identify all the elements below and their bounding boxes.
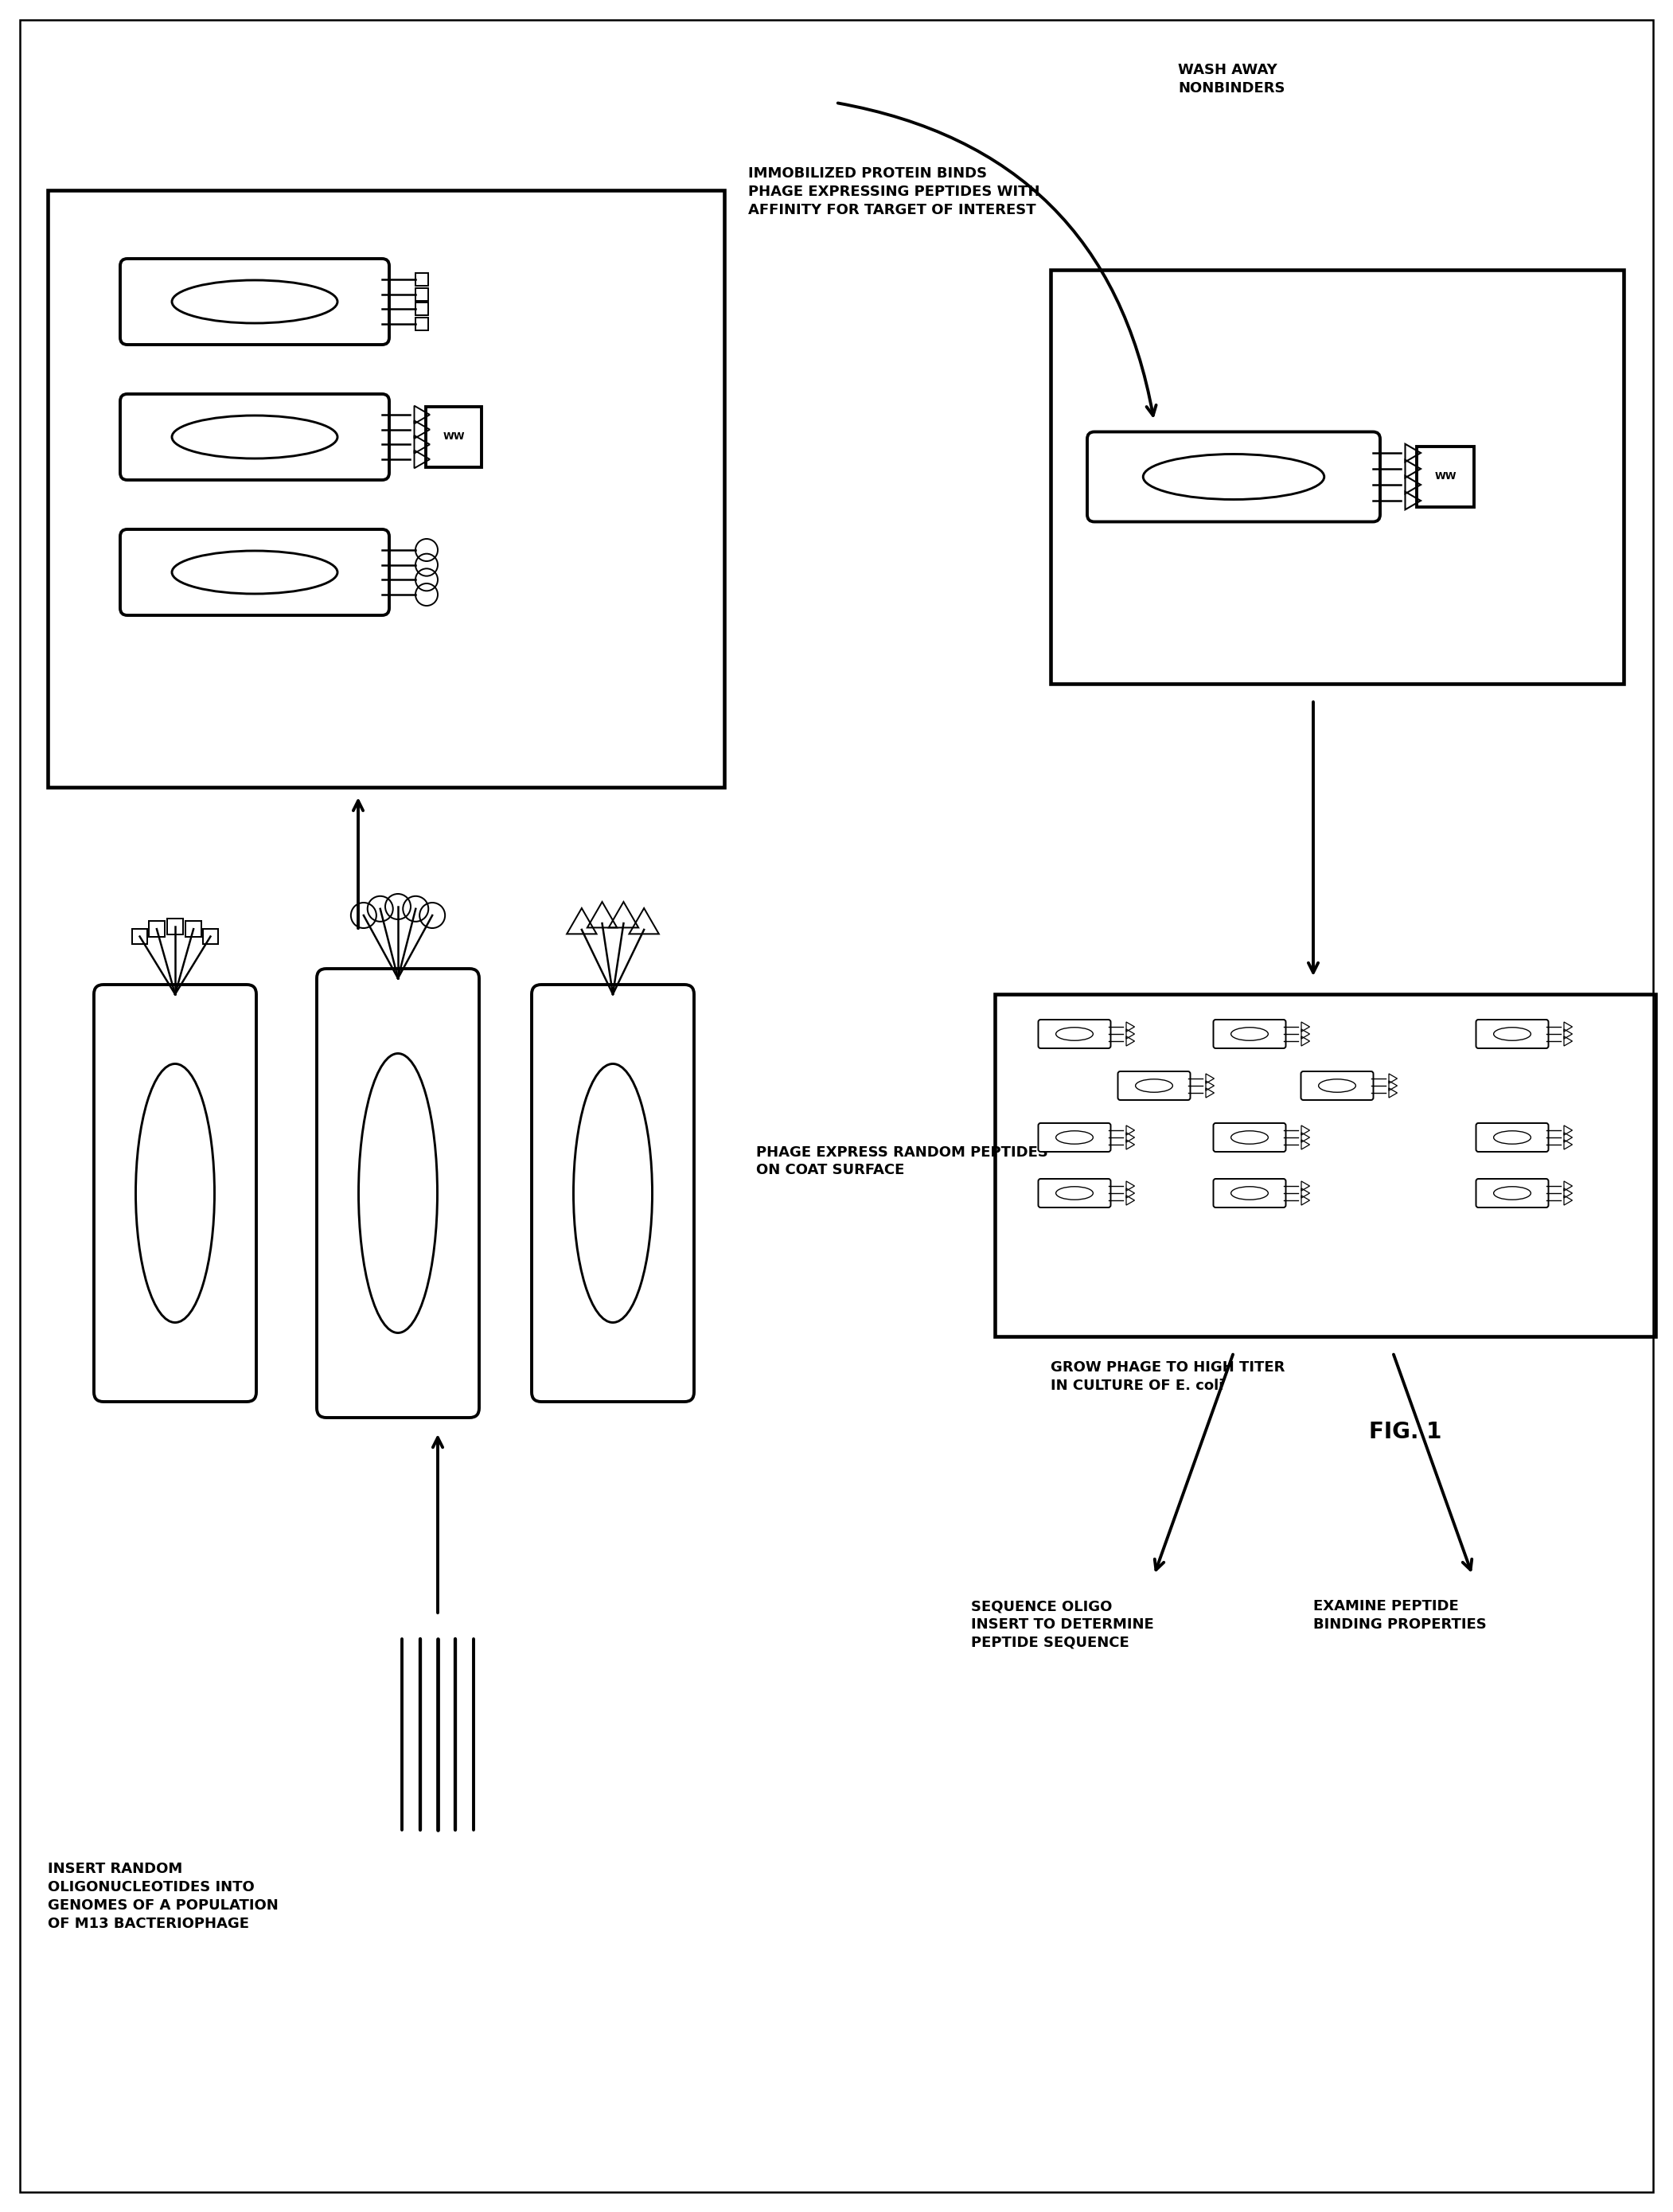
Bar — [49, 190, 724, 787]
FancyBboxPatch shape — [1213, 1124, 1287, 1152]
Ellipse shape — [1056, 1130, 1092, 1144]
Ellipse shape — [172, 416, 338, 458]
Text: GROW PHAGE TO HIGH TITER
IN CULTURE OF E. coli: GROW PHAGE TO HIGH TITER IN CULTURE OF E… — [1051, 1360, 1285, 1394]
Ellipse shape — [136, 1064, 214, 1323]
Ellipse shape — [172, 281, 338, 323]
FancyBboxPatch shape — [1302, 1071, 1374, 1099]
FancyBboxPatch shape — [1476, 1020, 1549, 1048]
Bar — [1417, 447, 1474, 507]
Ellipse shape — [1136, 1079, 1173, 1093]
FancyBboxPatch shape — [120, 529, 390, 615]
Text: PHAGE EXPRESS RANDOM PEPTIDES
ON COAT SURFACE: PHAGE EXPRESS RANDOM PEPTIDES ON COAT SU… — [756, 1146, 1047, 1177]
Text: FIG. 1: FIG. 1 — [1369, 1420, 1442, 1442]
Text: IMMOBILIZED PROTEIN BINDS
PHAGE EXPRESSING PEPTIDES WITH
AFFINITY FOR TARGET OF : IMMOBILIZED PROTEIN BINDS PHAGE EXPRESSI… — [748, 166, 1041, 217]
Ellipse shape — [1143, 453, 1325, 500]
Bar — [202, 929, 217, 945]
Text: WW: WW — [443, 431, 465, 442]
FancyBboxPatch shape — [532, 984, 694, 1402]
FancyBboxPatch shape — [120, 394, 390, 480]
Text: WASH AWAY
NONBINDERS: WASH AWAY NONBINDERS — [1178, 62, 1285, 95]
Text: INSERT RANDOM
OLIGONUCLEOTIDES INTO
GENOMES OF A POPULATION
OF M13 BACTERIOPHAGE: INSERT RANDOM OLIGONUCLEOTIDES INTO GENO… — [49, 1863, 278, 1931]
Bar — [1051, 270, 1624, 684]
Ellipse shape — [574, 1064, 652, 1323]
FancyBboxPatch shape — [1039, 1124, 1111, 1152]
Text: SEQUENCE OLIGO
INSERT TO DETERMINE
PEPTIDE SEQUENCE: SEQUENCE OLIGO INSERT TO DETERMINE PEPTI… — [970, 1599, 1154, 1650]
Ellipse shape — [1494, 1186, 1531, 1199]
FancyBboxPatch shape — [1476, 1124, 1549, 1152]
FancyBboxPatch shape — [316, 969, 478, 1418]
Bar — [415, 288, 428, 301]
Bar — [415, 272, 428, 285]
Ellipse shape — [1056, 1026, 1092, 1040]
Ellipse shape — [1494, 1026, 1531, 1040]
Bar — [149, 920, 164, 938]
Bar — [415, 303, 428, 316]
Text: EXAMINE PEPTIDE
BINDING PROPERTIES: EXAMINE PEPTIDE BINDING PROPERTIES — [1313, 1599, 1487, 1632]
FancyBboxPatch shape — [1213, 1020, 1287, 1048]
Ellipse shape — [358, 1053, 437, 1334]
Bar — [167, 918, 182, 933]
Bar — [415, 319, 428, 330]
Bar — [186, 920, 201, 938]
Text: WW: WW — [1434, 471, 1456, 482]
Ellipse shape — [1231, 1026, 1268, 1040]
FancyBboxPatch shape — [1118, 1071, 1190, 1099]
FancyBboxPatch shape — [94, 984, 256, 1402]
Ellipse shape — [1494, 1130, 1531, 1144]
FancyBboxPatch shape — [1476, 1179, 1549, 1208]
Ellipse shape — [172, 551, 338, 593]
FancyBboxPatch shape — [1039, 1020, 1111, 1048]
FancyBboxPatch shape — [120, 259, 390, 345]
FancyBboxPatch shape — [1039, 1179, 1111, 1208]
Ellipse shape — [1231, 1130, 1268, 1144]
Bar — [427, 407, 482, 467]
FancyBboxPatch shape — [1087, 431, 1380, 522]
FancyBboxPatch shape — [1213, 1179, 1287, 1208]
Ellipse shape — [1318, 1079, 1355, 1093]
Bar — [995, 993, 1656, 1336]
Bar — [132, 929, 147, 945]
Ellipse shape — [1231, 1186, 1268, 1199]
Ellipse shape — [1056, 1186, 1092, 1199]
